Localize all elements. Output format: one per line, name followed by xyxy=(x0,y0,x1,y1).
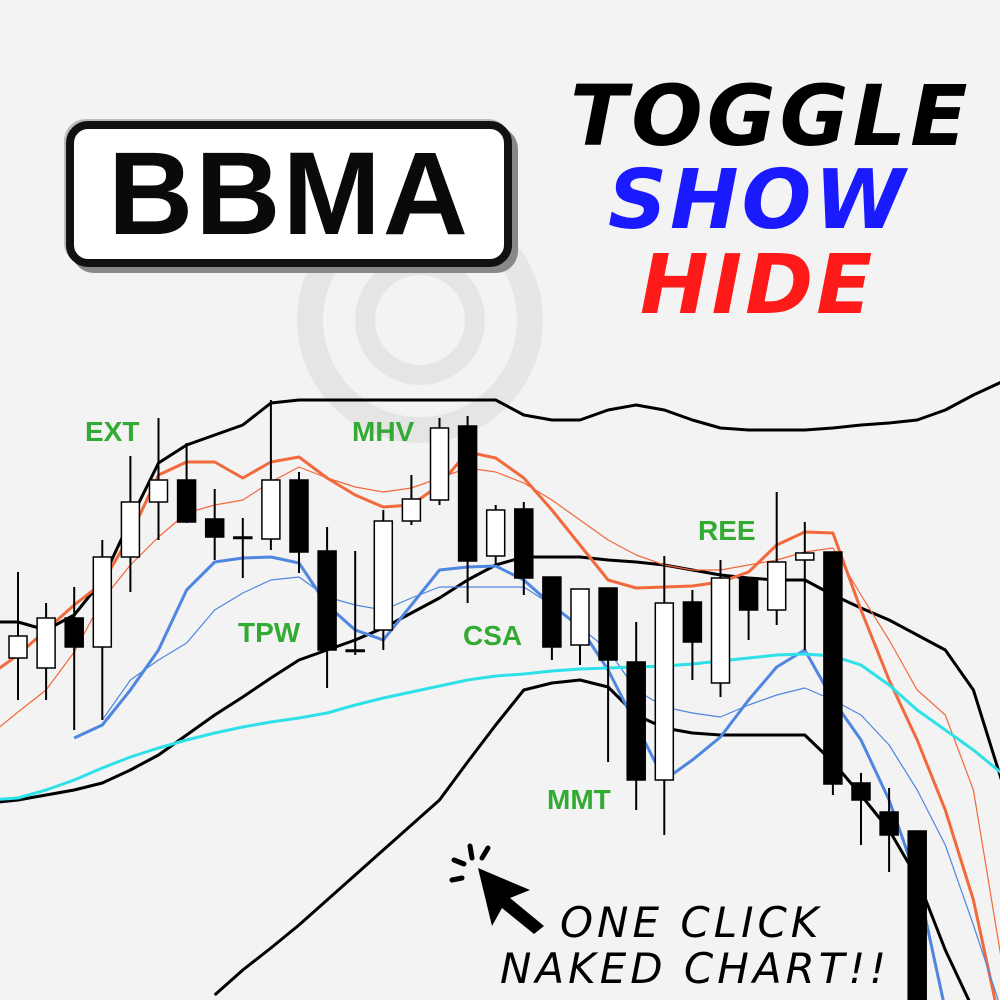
candle xyxy=(795,522,815,650)
candle xyxy=(92,540,113,720)
annotation-tpw: TPW xyxy=(238,617,301,648)
candle-body xyxy=(654,602,675,781)
indicator-line-4 xyxy=(0,466,1000,955)
candle xyxy=(457,416,478,603)
candle-body xyxy=(823,551,843,785)
candle-body xyxy=(570,588,590,646)
candle xyxy=(598,587,618,762)
candle-body xyxy=(64,617,84,648)
candle xyxy=(710,560,731,697)
candle xyxy=(36,603,56,700)
candle xyxy=(851,773,871,845)
candle xyxy=(289,472,309,573)
candle xyxy=(907,830,927,1000)
candle xyxy=(373,510,394,650)
headline-toggle: TOGGLE xyxy=(570,67,972,165)
candle xyxy=(120,456,141,592)
candle-body xyxy=(345,649,365,653)
candle-body xyxy=(879,811,899,836)
annotation-mmt: MMT xyxy=(547,784,611,815)
candle-body xyxy=(485,509,506,557)
candle xyxy=(682,590,703,680)
candle-body xyxy=(176,479,197,523)
indicator-line-2 xyxy=(213,678,971,1000)
candle xyxy=(8,572,28,700)
candle xyxy=(823,551,843,795)
cursor-click-icon xyxy=(449,843,544,934)
candles xyxy=(8,400,927,1000)
candle xyxy=(401,475,422,525)
candle xyxy=(879,788,899,872)
candle xyxy=(261,400,281,550)
candle-body xyxy=(907,830,927,1000)
candle xyxy=(570,588,590,665)
candle-body xyxy=(457,425,478,562)
indicator-line-1 xyxy=(0,555,1000,805)
candle-body xyxy=(261,479,281,540)
candle-body xyxy=(682,601,703,643)
candle-body xyxy=(233,536,253,540)
annotation-ree: REE xyxy=(698,515,756,546)
candle-body xyxy=(373,520,394,631)
candle-body xyxy=(148,479,169,503)
candle-body xyxy=(120,501,141,558)
candle xyxy=(345,551,365,655)
candle-body xyxy=(710,577,731,684)
candle-body xyxy=(598,587,618,661)
candle-body xyxy=(626,661,646,781)
annotation-csa: CSA xyxy=(463,620,523,651)
candle-body xyxy=(317,550,337,651)
candle-body xyxy=(401,498,422,522)
annotation-mhv: MHV xyxy=(352,416,415,447)
candle xyxy=(542,576,562,660)
candle-body xyxy=(8,635,28,659)
candle-body xyxy=(92,556,113,648)
candle xyxy=(626,622,646,810)
candle xyxy=(176,443,197,523)
candle xyxy=(64,587,84,730)
candle-body xyxy=(289,479,309,553)
candle-body xyxy=(542,576,562,648)
candle xyxy=(738,577,759,640)
indicator-line-0 xyxy=(0,381,1000,632)
headline-hide: HIDE xyxy=(640,238,876,333)
candle-body xyxy=(429,427,450,501)
candle xyxy=(429,418,450,505)
candle xyxy=(485,505,506,565)
bbma-logo-box: BBMA xyxy=(66,121,512,267)
candle xyxy=(514,502,534,595)
annotation-ext: EXT xyxy=(85,416,140,447)
candle xyxy=(766,492,787,625)
candle xyxy=(204,489,225,560)
candle-body xyxy=(36,617,56,669)
candle-body xyxy=(514,508,534,579)
candle xyxy=(317,527,337,688)
candle-body xyxy=(851,782,871,801)
candle xyxy=(148,418,169,540)
callout-line1: ONE CLICK xyxy=(560,898,823,947)
candle-body xyxy=(766,561,787,611)
candle-body xyxy=(738,577,759,611)
indicator-line-7 xyxy=(0,652,1000,802)
candle xyxy=(233,518,253,578)
candle xyxy=(654,556,675,835)
callout-line2: NAKED CHART!! xyxy=(500,944,891,993)
candle-body xyxy=(795,552,815,561)
logo-text: BBMA xyxy=(108,128,470,260)
candle-body xyxy=(204,518,225,538)
headline-show: SHOW xyxy=(608,153,908,248)
